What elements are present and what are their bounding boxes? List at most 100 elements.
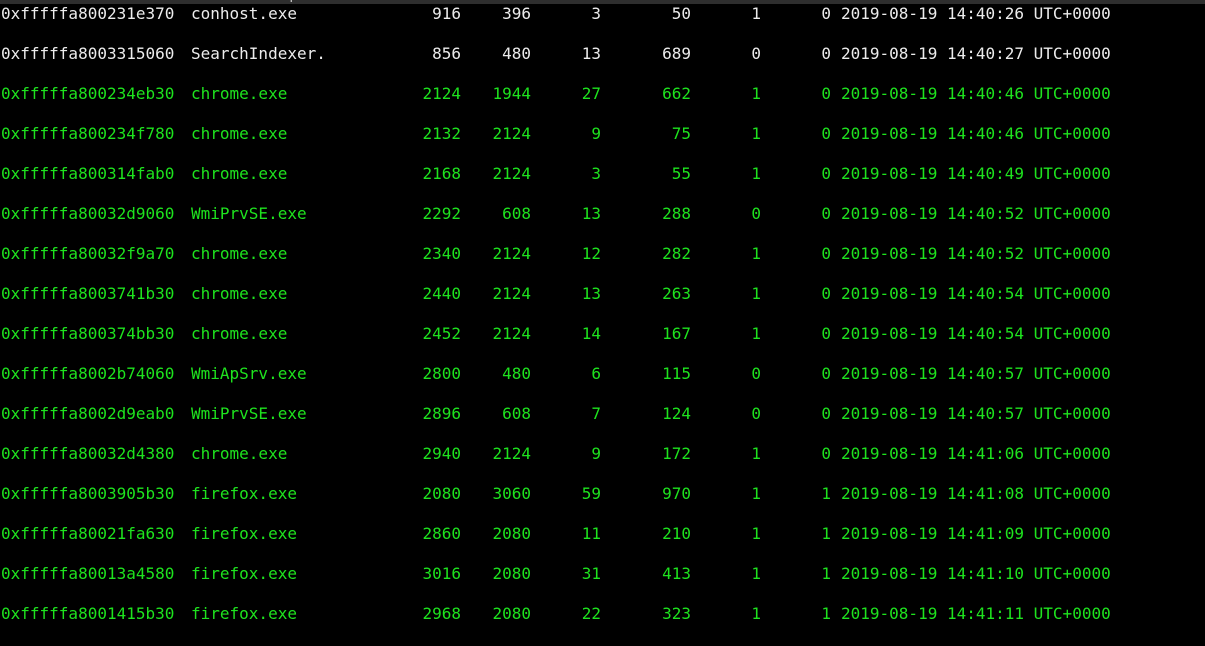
start-time-cell: 2019-08-19 14:40:52 UTC+0000 (841, 244, 1111, 263)
process-name-cell: chrome.exe (191, 284, 288, 303)
start-time-cell: 2019-08-19 14:41:08 UTC+0000 (841, 484, 1111, 503)
pid-cell: 856 (432, 44, 461, 63)
start-time-cell: 2019-08-19 14:40:46 UTC+0000 (841, 124, 1111, 143)
start-time-cell: 2019-08-19 14:40:54 UTC+0000 (841, 324, 1111, 343)
menu-search[interactable]: Search (132, 0, 177, 4)
start-time-cell: 2019-08-19 14:40:49 UTC+0000 (841, 164, 1111, 183)
pid-cell: 2440 (422, 284, 461, 303)
wow64-cell: 0 (821, 204, 831, 223)
ppid-cell: 608 (502, 404, 531, 423)
handles-cell: 115 (662, 364, 691, 383)
process-name-cell: SearchIndexer. (191, 44, 326, 63)
wow64-cell: 1 (821, 524, 831, 543)
threads-cell: 7 (591, 404, 601, 423)
menu-edit[interactable]: Edit (40, 0, 65, 4)
threads-cell: 27 (581, 84, 601, 103)
handles-cell: 167 (662, 324, 691, 343)
offset-cell: 0xfffffa80032f9a70 (1, 244, 175, 263)
threads-cell: 22 (581, 604, 601, 623)
process-name-cell: firefox.exe (191, 564, 297, 583)
wow64-cell: 0 (821, 124, 831, 143)
process-name-cell: WmiPrvSE.exe (191, 404, 307, 423)
ppid-cell: 480 (502, 44, 531, 63)
menu-terminal[interactable]: Terminal (195, 0, 250, 4)
handles-cell: 210 (662, 524, 691, 543)
offset-cell: 0xfffffa80032d4380 (1, 444, 175, 463)
wow64-cell: 0 (821, 4, 831, 23)
handles-cell: 662 (662, 84, 691, 103)
pid-cell: 2340 (422, 244, 461, 263)
ppid-cell: 2124 (492, 324, 531, 343)
session-cell: 1 (751, 324, 761, 343)
ppid-cell: 480 (502, 364, 531, 383)
handles-cell: 413 (662, 564, 691, 583)
handles-cell: 288 (662, 204, 691, 223)
threads-cell: 9 (591, 444, 601, 463)
handles-cell: 970 (662, 484, 691, 503)
session-cell: 1 (751, 244, 761, 263)
ppid-cell: 2124 (492, 444, 531, 463)
offset-cell: 0xfffffa800374bb30 (1, 324, 175, 343)
pid-cell: 2940 (422, 444, 461, 463)
offset-cell: 0xfffffa8003905b30 (1, 484, 175, 503)
session-cell: 1 (751, 484, 761, 503)
start-time-cell: 2019-08-19 14:40:26 UTC+0000 (841, 4, 1111, 23)
start-time-cell: 2019-08-19 14:40:52 UTC+0000 (841, 204, 1111, 223)
offset-cell: 0xfffffa8001415b30 (1, 604, 175, 623)
terminal-menubar: File Edit View Search Terminal Help (0, 0, 1205, 4)
pid-cell: 2292 (422, 204, 461, 223)
menu-view[interactable]: View (83, 0, 114, 4)
wow64-cell: 0 (821, 164, 831, 183)
start-time-cell: 2019-08-19 14:41:09 UTC+0000 (841, 524, 1111, 543)
threads-cell: 13 (581, 284, 601, 303)
process-name-cell: firefox.exe (191, 604, 297, 623)
offset-cell: 0xfffffa8002d9eab0 (1, 404, 175, 423)
process-name-cell: chrome.exe (191, 84, 288, 103)
pid-cell: 2452 (422, 324, 461, 343)
menu-help[interactable]: Help (268, 0, 298, 4)
start-time-cell: 2019-08-19 14:40:57 UTC+0000 (841, 404, 1111, 423)
threads-cell: 9 (591, 124, 601, 143)
ppid-cell: 2124 (492, 124, 531, 143)
handles-cell: 55 (671, 164, 691, 183)
wow64-cell: 1 (821, 484, 831, 503)
start-time-cell: 2019-08-19 14:41:06 UTC+0000 (841, 444, 1111, 463)
process-name-cell: WmiPrvSE.exe (191, 204, 307, 223)
process-name-cell: conhost.exe (191, 4, 297, 23)
start-time-cell: 2019-08-19 14:40:54 UTC+0000 (841, 284, 1111, 303)
offset-cell: 0xfffffa8002b74060 (1, 364, 175, 383)
wow64-cell: 1 (821, 564, 831, 583)
offset-cell: 0xfffffa800234eb30 (1, 84, 175, 103)
pid-cell: 2860 (422, 524, 461, 543)
threads-cell: 3 (591, 4, 601, 23)
offset-cell: 0xfffffa8003741b30 (1, 284, 175, 303)
handles-cell: 263 (662, 284, 691, 303)
handles-cell: 172 (662, 444, 691, 463)
session-cell: 1 (751, 604, 761, 623)
wow64-cell: 1 (821, 604, 831, 623)
menu-file[interactable]: File (0, 0, 22, 4)
wow64-cell: 0 (821, 324, 831, 343)
pid-cell: 2968 (422, 604, 461, 623)
threads-cell: 12 (581, 244, 601, 263)
handles-cell: 323 (662, 604, 691, 623)
wow64-cell: 0 (821, 284, 831, 303)
ppid-cell: 2124 (492, 284, 531, 303)
session-cell: 0 (751, 204, 761, 223)
process-name-cell: chrome.exe (191, 444, 288, 463)
ppid-cell: 2124 (492, 244, 531, 263)
threads-cell: 13 (581, 204, 601, 223)
offset-cell: 0xfffffa800231e370 (1, 4, 175, 23)
ppid-cell: 2124 (492, 164, 531, 183)
ppid-cell: 2080 (492, 604, 531, 623)
offset-cell: 0xfffffa80013a4580 (1, 564, 175, 583)
threads-cell: 59 (581, 484, 601, 503)
offset-cell: 0xfffffa80021fa630 (1, 524, 175, 543)
session-cell: 0 (751, 44, 761, 63)
process-name-cell: WmiApSrv.exe (191, 364, 307, 383)
handles-cell: 75 (671, 124, 691, 143)
process-name-cell: chrome.exe (191, 164, 288, 183)
wow64-cell: 0 (821, 244, 831, 263)
start-time-cell: 2019-08-19 14:40:27 UTC+0000 (841, 44, 1111, 63)
pid-cell: 2896 (422, 404, 461, 423)
